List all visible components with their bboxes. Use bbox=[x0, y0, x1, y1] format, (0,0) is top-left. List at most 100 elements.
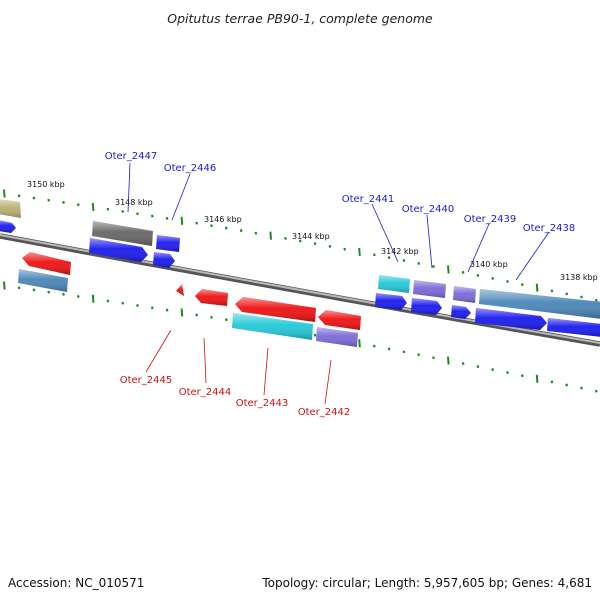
scale-tick bbox=[254, 231, 258, 235]
scale-tick bbox=[565, 383, 569, 387]
scale-tick bbox=[491, 276, 495, 280]
outer-tick-track bbox=[3, 189, 598, 302]
gene-label-oter-2446[interactable]: Oter_2446 bbox=[164, 163, 217, 174]
gene-label-oter-2438[interactable]: Oter_2438 bbox=[523, 223, 576, 234]
scale-tick bbox=[195, 221, 199, 225]
scale-tick bbox=[269, 231, 272, 240]
scale-tick bbox=[17, 194, 21, 198]
scale-tick bbox=[476, 273, 480, 277]
scale-tick bbox=[476, 365, 480, 369]
scale-tick bbox=[417, 353, 421, 357]
genome-backbone bbox=[0, 233, 600, 347]
scale-tick bbox=[343, 247, 347, 251]
scale-tick bbox=[17, 286, 21, 290]
scale-label: 3146 kbp bbox=[204, 215, 242, 224]
scale-tick bbox=[121, 301, 125, 305]
scale-tick bbox=[447, 265, 450, 274]
upper-gene-labels: Oter_2447 Oter_2446 Oter_2441 Oter_2440 … bbox=[105, 151, 576, 281]
scale-tick bbox=[580, 295, 583, 299]
scale-tick bbox=[180, 216, 184, 225]
scale-tick bbox=[550, 289, 554, 293]
scale-tick bbox=[180, 308, 184, 317]
scale-tick bbox=[432, 356, 435, 360]
scale-tick bbox=[580, 386, 583, 390]
accession-text: Accession: NC_010571 bbox=[8, 576, 144, 590]
scale-tick bbox=[91, 294, 95, 303]
scale-tick bbox=[239, 229, 243, 233]
scale-tick bbox=[32, 196, 36, 200]
scale-tick bbox=[47, 290, 51, 294]
gene-label-oter-2444[interactable]: Oter_2444 bbox=[179, 387, 232, 398]
gene-highlight bbox=[0, 199, 21, 218]
scale-tick bbox=[402, 259, 406, 262]
scale-tick bbox=[224, 318, 228, 322]
scale-tick bbox=[432, 264, 435, 268]
gene-highlight bbox=[318, 310, 361, 330]
scale-tick bbox=[76, 295, 80, 298]
scale-tick bbox=[387, 256, 391, 260]
scale-tick bbox=[150, 214, 154, 218]
gene-highlight bbox=[378, 275, 410, 293]
scale-tick bbox=[520, 374, 524, 378]
scale-label: 3138 kbp bbox=[560, 273, 598, 282]
scale-tick bbox=[62, 200, 65, 204]
scale-label: 3144 kbp bbox=[292, 232, 330, 241]
gene-label-oter-2442[interactable]: Oter_2442 bbox=[298, 407, 351, 418]
gene-highlight bbox=[375, 293, 407, 310]
scale-tick bbox=[535, 374, 539, 383]
gene-highlight bbox=[156, 235, 180, 252]
gene-label-oter-2441[interactable]: Oter_2441 bbox=[342, 194, 395, 205]
gene-highlight bbox=[411, 298, 442, 315]
gene-label-oter-2439[interactable]: Oter_2439 bbox=[464, 214, 517, 225]
scale-labels: 3150 kbp 3148 kbp 3146 kbp 3144 kbp 3142… bbox=[27, 180, 598, 282]
gene-highlight bbox=[413, 280, 446, 298]
gene-label-oter-2443[interactable]: Oter_2443 bbox=[236, 398, 289, 409]
scale-label: 3142 kbp bbox=[381, 247, 419, 256]
gene-highlight bbox=[235, 297, 316, 322]
scale-tick bbox=[594, 389, 598, 393]
scale-tick bbox=[594, 298, 598, 302]
scale-tick bbox=[402, 350, 406, 354]
scale-tick bbox=[32, 288, 36, 292]
scale-tick bbox=[447, 356, 450, 365]
gene-highlight bbox=[475, 308, 547, 330]
scale-tick bbox=[417, 261, 421, 265]
scale-tick bbox=[136, 304, 139, 307]
scale-tick bbox=[358, 247, 361, 256]
scale-tick bbox=[358, 339, 361, 348]
gene-highlight bbox=[18, 269, 68, 292]
scale-tick bbox=[150, 306, 154, 310]
gene-label-oter-2440[interactable]: Oter_2440 bbox=[402, 204, 455, 215]
scale-tick bbox=[328, 244, 332, 248]
scale-tick bbox=[461, 270, 465, 274]
scale-tick bbox=[76, 203, 80, 207]
scale-label: 3150 kbp bbox=[27, 180, 65, 189]
genome-summary-text: Topology: circular; Length: 5,957,605 bp… bbox=[261, 576, 592, 590]
gene-highlight bbox=[479, 289, 600, 319]
gene-highlight bbox=[22, 252, 71, 275]
scale-tick bbox=[313, 333, 317, 337]
scale-tick bbox=[372, 344, 376, 348]
gene-highlight bbox=[232, 313, 313, 340]
scale-tick bbox=[210, 315, 213, 319]
lower-gene-labels: Oter_2445 Oter_2444 Oter_2443 Oter_2442 bbox=[120, 329, 351, 418]
gene-highlight bbox=[195, 289, 228, 306]
scale-tick bbox=[461, 362, 465, 366]
gene-label-oter-2447[interactable]: Oter_2447 bbox=[105, 151, 158, 162]
scale-tick bbox=[313, 242, 317, 246]
map-title: Opitutus terrae PB90-1, complete genome bbox=[167, 11, 433, 26]
gene-highlight bbox=[0, 220, 16, 233]
scale-tick bbox=[165, 216, 169, 220]
scale-tick bbox=[47, 198, 51, 202]
gene-highlight bbox=[316, 327, 358, 347]
gene-label-oter-2445[interactable]: Oter_2445 bbox=[120, 375, 173, 386]
scale-tick bbox=[3, 281, 6, 290]
gene-highlight bbox=[451, 305, 471, 319]
scale-tick bbox=[210, 224, 213, 228]
scale-tick bbox=[224, 226, 228, 230]
scale-tick bbox=[3, 189, 6, 198]
scale-tick bbox=[372, 253, 376, 257]
gene-highlight bbox=[89, 238, 148, 262]
gene-highlight bbox=[176, 284, 184, 296]
